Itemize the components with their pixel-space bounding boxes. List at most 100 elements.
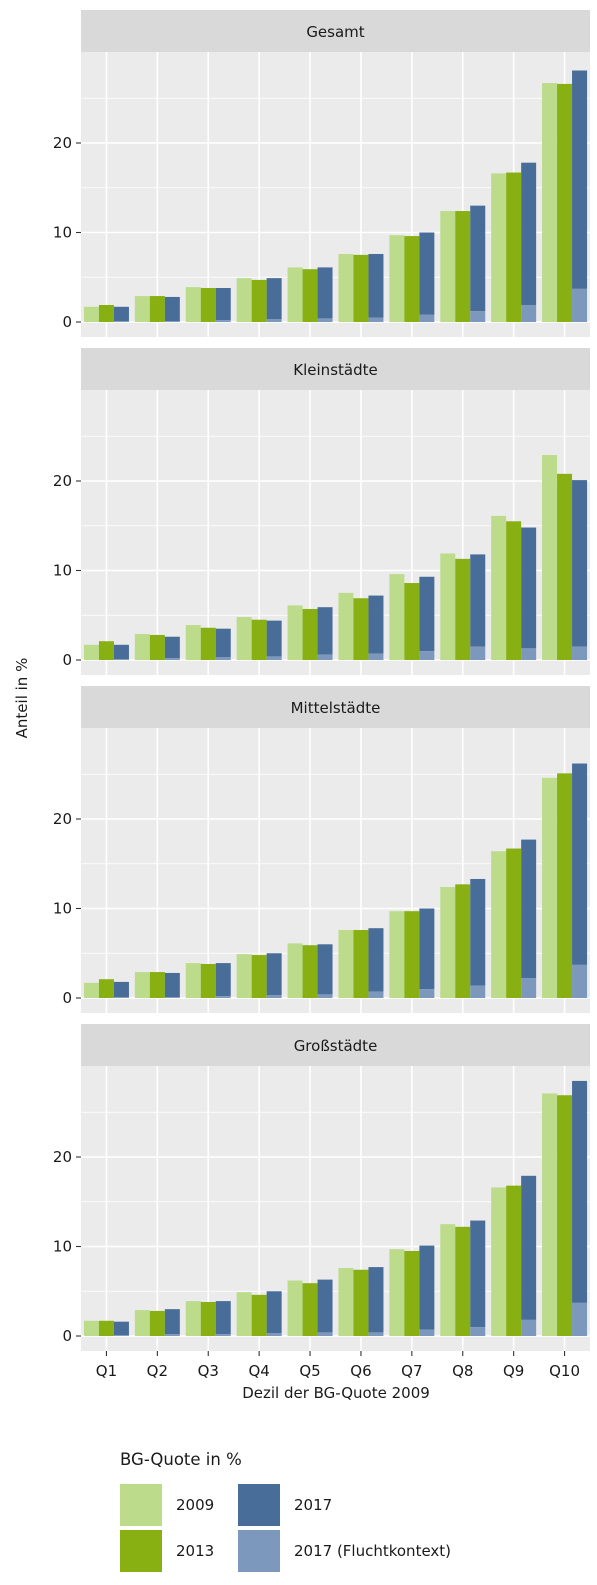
legend-label-2009: 2009 bbox=[176, 1496, 215, 1514]
bar-2013-q8 bbox=[455, 884, 471, 998]
bar-2017-fluchtkontext-q2 bbox=[164, 997, 180, 998]
bar-2009-q6 bbox=[338, 1267, 354, 1336]
x-tick-label-q2: Q2 bbox=[147, 1362, 168, 1380]
x-tick-label-q10: Q10 bbox=[549, 1362, 580, 1380]
bar-2017-fluchtkontext-q9 bbox=[521, 1319, 537, 1336]
panel-mittelstaedte: Mittelstädte 0 10 20 bbox=[53, 686, 590, 1013]
bar-2009-q10 bbox=[542, 777, 558, 998]
bar-2017-q1 bbox=[113, 981, 129, 998]
legend: BG-Quote in % 2009 2013 2017 2017 (Fluch… bbox=[120, 1448, 540, 1578]
panels-layer: Gesamt 0 10 20 Kleinstädte 0 10 20 Mittelstädte 0… bbox=[53, 10, 590, 1380]
bar-2013-q10 bbox=[557, 773, 573, 998]
bar-2017-fluchtkontext-q2 bbox=[164, 658, 180, 660]
bar-2013-q2 bbox=[149, 296, 165, 322]
bar-2017-q5 bbox=[317, 944, 333, 995]
bar-2017-q6 bbox=[368, 253, 384, 318]
bar-2017-fluchtkontext-q6 bbox=[368, 991, 384, 998]
x-tick-label-q5: Q5 bbox=[299, 1362, 320, 1380]
bar-2009-q7 bbox=[389, 235, 405, 322]
bar-2017-q1 bbox=[113, 1321, 129, 1336]
bar-2017-fluchtkontext-q4 bbox=[266, 656, 282, 660]
bar-2013-q2 bbox=[149, 634, 165, 660]
bar-2013-q1 bbox=[98, 304, 114, 322]
bar-2017-fluchtkontext-q4 bbox=[266, 995, 282, 998]
bar-2013-q8 bbox=[455, 211, 471, 322]
y-tick-label: 20 bbox=[53, 810, 72, 828]
bar-2013-q3 bbox=[200, 287, 216, 322]
bar-2009-q3 bbox=[185, 287, 201, 322]
bar-2013-q5 bbox=[302, 1283, 318, 1336]
bar-2013-q8 bbox=[455, 558, 471, 660]
bar-2017-fluchtkontext-q3 bbox=[215, 320, 231, 322]
bar-2009-q2 bbox=[134, 296, 150, 322]
x-axis-title: Dezil der BG-Quote 2009 bbox=[242, 1384, 430, 1402]
bar-2017-q2 bbox=[164, 636, 180, 659]
y-tick-label: 0 bbox=[62, 313, 72, 331]
bar-2013-q4 bbox=[251, 619, 267, 660]
bar-2009-q8 bbox=[440, 211, 456, 322]
strip-label-mittelstaedte: Mittelstädte bbox=[291, 699, 381, 717]
y-tick-label: 10 bbox=[53, 224, 72, 242]
bar-2009-q1 bbox=[83, 306, 99, 322]
legend-key-2013 bbox=[120, 1530, 162, 1572]
panel-kleinstaedte: Kleinstädte 0 10 20 bbox=[53, 348, 590, 675]
bar-2009-q5 bbox=[287, 605, 303, 660]
bar-2017-fluchtkontext-q1 bbox=[113, 321, 129, 322]
bar-2017-q3 bbox=[215, 628, 231, 658]
bar-2017-fluchtkontext-q7 bbox=[419, 1329, 435, 1336]
bar-2017-q4 bbox=[266, 953, 282, 996]
bar-2017-q5 bbox=[317, 607, 333, 655]
bar-2017-fluchtkontext-q1 bbox=[113, 659, 129, 660]
bar-2017-q3 bbox=[215, 287, 231, 321]
bar-2013-q5 bbox=[302, 608, 318, 660]
bar-2013-q6 bbox=[353, 929, 369, 998]
bar-2009-q5 bbox=[287, 267, 303, 322]
strip-label-gesamt: Gesamt bbox=[306, 23, 364, 41]
bar-2009-q3 bbox=[185, 625, 201, 660]
bar-2017-q10 bbox=[572, 1080, 588, 1303]
bar-2017-q9 bbox=[521, 839, 537, 979]
bar-2013-q7 bbox=[404, 911, 420, 998]
bar-2009-q9 bbox=[491, 515, 507, 660]
bar-2017-q9 bbox=[521, 1175, 537, 1320]
bar-2013-q1 bbox=[98, 979, 114, 998]
bar-2009-q10 bbox=[542, 455, 558, 660]
y-axis-title: Anteil in % bbox=[13, 658, 31, 739]
strip-kleinstaedte bbox=[81, 348, 590, 390]
bar-2009-q6 bbox=[338, 592, 354, 660]
bar-2013-q8 bbox=[455, 1226, 471, 1336]
faceted-bar-chart: Gesamt 0 10 20 Kleinstädte 0 10 20 Mittelstädte 0… bbox=[13, 10, 590, 1402]
y-tick-label: 20 bbox=[53, 472, 72, 490]
bar-2017-q6 bbox=[368, 928, 384, 992]
bar-2013-q4 bbox=[251, 955, 267, 998]
x-tick-label-q3: Q3 bbox=[198, 1362, 219, 1380]
panel-gesamt: Gesamt 0 10 20 bbox=[53, 10, 590, 337]
bar-2017-fluchtkontext-q7 bbox=[419, 989, 435, 998]
strip-grossstaedte bbox=[81, 1024, 590, 1066]
bar-2013-q10 bbox=[557, 83, 573, 323]
bar-2013-q9 bbox=[506, 521, 522, 660]
bar-2017-q9 bbox=[521, 527, 537, 649]
bar-2017-q10 bbox=[572, 480, 588, 647]
bar-2017-fluchtkontext-q9 bbox=[521, 648, 537, 660]
bar-2017-q7 bbox=[419, 1245, 435, 1330]
bar-2009-q7 bbox=[389, 1249, 405, 1336]
bar-2009-q4 bbox=[236, 1292, 252, 1336]
legend-key-2009 bbox=[120, 1484, 162, 1526]
bar-2009-q5 bbox=[287, 1280, 303, 1336]
bar-2013-q3 bbox=[200, 963, 216, 998]
bar-2017-fluchtkontext-q2 bbox=[164, 1334, 180, 1336]
y-tick-label: 20 bbox=[53, 134, 72, 152]
bar-2017-fluchtkontext-q6 bbox=[368, 1332, 384, 1336]
bar-2013-q9 bbox=[506, 1185, 522, 1336]
bar-2009-q2 bbox=[134, 634, 150, 660]
bar-2017-q3 bbox=[215, 963, 231, 997]
legend-label-2013: 2013 bbox=[176, 1542, 215, 1560]
y-tick-label: 0 bbox=[62, 989, 72, 1007]
bar-2009-q9 bbox=[491, 173, 507, 322]
bar-2009-q7 bbox=[389, 911, 405, 998]
bar-2017-fluchtkontext-q10 bbox=[572, 1302, 588, 1336]
bar-2009-q4 bbox=[236, 278, 252, 322]
bar-2009-q6 bbox=[338, 929, 354, 998]
bar-2013-q2 bbox=[149, 972, 165, 998]
